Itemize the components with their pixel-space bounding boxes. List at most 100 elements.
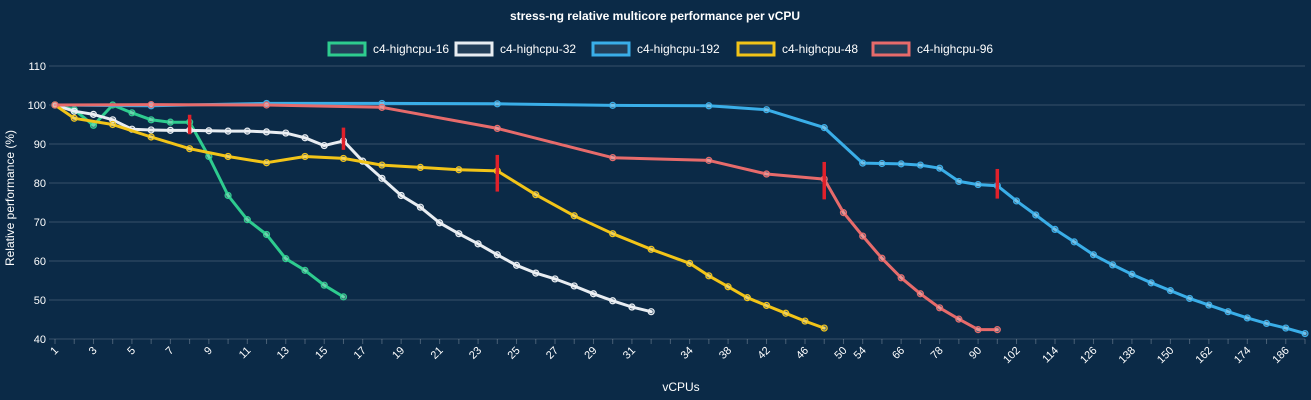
- data-point: [1224, 308, 1232, 316]
- x-tick-label: 15: [313, 345, 330, 362]
- x-tick-label: 29: [582, 345, 599, 362]
- data-point: [166, 118, 174, 126]
- data-point: [455, 166, 463, 174]
- data-point: [551, 275, 559, 283]
- legend-label: c4-highcpu-32: [500, 42, 576, 56]
- legend-swatch: [591, 41, 631, 57]
- data-point: [878, 159, 886, 168]
- data-point: [589, 290, 598, 298]
- data-point: [70, 107, 78, 115]
- legend-item: c4-highcpu-192: [591, 41, 720, 57]
- data-point: [1032, 211, 1040, 219]
- data-point: [859, 159, 867, 167]
- y-tick-label: 90: [34, 139, 46, 151]
- legend-label: c4-highcpu-192: [637, 42, 720, 56]
- y-tick-label: 110: [28, 61, 46, 73]
- data-point: [1205, 301, 1213, 309]
- x-tick-label: 162: [1194, 345, 1215, 366]
- data-point: [243, 127, 251, 135]
- data-point: [493, 251, 501, 259]
- data-point: [493, 124, 501, 132]
- x-tick-label: 126: [1078, 345, 1099, 366]
- data-point: [609, 101, 617, 109]
- x-tick-label: 50: [832, 345, 849, 362]
- x-tick-label: 19: [390, 345, 407, 362]
- x-tick-label: 3: [87, 345, 100, 358]
- data-point: [378, 161, 386, 169]
- data-point: [262, 101, 271, 109]
- x-tick-label: 21: [429, 345, 446, 362]
- x-tick-label: 138: [1117, 345, 1138, 366]
- series-line: [53, 103, 345, 299]
- data-point: [262, 159, 271, 167]
- data-point: [474, 240, 482, 248]
- data-point: [1147, 279, 1155, 287]
- x-tick-label: 9: [202, 345, 215, 358]
- y-axis-title: Relative performance (%): [3, 130, 17, 266]
- legend-label: c4-highcpu-16: [373, 42, 449, 56]
- data-point: [70, 114, 78, 122]
- series-line: [53, 103, 826, 330]
- x-tick-label: 17: [352, 345, 369, 362]
- data-point: [243, 216, 251, 224]
- data-point: [647, 308, 655, 316]
- data-point: [916, 290, 924, 298]
- data-point: [109, 120, 117, 129]
- data-point: [686, 259, 694, 267]
- x-axis-title: vCPUs: [662, 380, 699, 394]
- data-point: [416, 163, 424, 171]
- data-point: [897, 274, 905, 282]
- data-point: [282, 129, 290, 137]
- y-tick-label: 70: [34, 217, 46, 229]
- data-point: [647, 245, 655, 253]
- data-point: [570, 282, 578, 290]
- data-point: [762, 106, 771, 114]
- legend-swatch: [454, 41, 494, 57]
- data-point: [1128, 270, 1136, 278]
- data-point: [1012, 197, 1021, 205]
- data-point: [262, 128, 271, 136]
- data-point: [993, 326, 1001, 334]
- data-point: [205, 127, 213, 135]
- data-point: [89, 110, 98, 118]
- legend-item: c4-highcpu-48: [736, 41, 858, 57]
- data-point: [705, 102, 713, 110]
- data-point: [743, 294, 751, 302]
- x-tick-label: 66: [890, 345, 907, 362]
- data-point: [782, 309, 790, 317]
- x-axis-ticks: 1 3 5 7 9 11 13 15 17 19 21 23 25 27 29 31 34 38 42 46 50 54 6…: [48, 345, 1292, 366]
- data-point: [839, 209, 848, 217]
- x-tick-label: 78: [929, 345, 946, 362]
- data-point: [493, 100, 501, 108]
- data-point: [609, 297, 617, 305]
- data-point: [1186, 294, 1194, 303]
- y-tick-label: 50: [34, 295, 46, 307]
- data-point: [301, 152, 309, 161]
- data-point: [936, 304, 944, 312]
- data-point: [147, 101, 155, 109]
- data-point: [820, 124, 828, 132]
- data-point: [916, 161, 924, 169]
- data-point: [936, 164, 944, 172]
- x-tick-label: 11: [237, 345, 254, 362]
- data-point: [878, 254, 886, 262]
- data-point: [128, 109, 136, 117]
- x-tick-label: 5: [125, 345, 138, 358]
- legend-swatch: [871, 41, 911, 57]
- data-point: [147, 126, 155, 134]
- data-point: [1051, 225, 1059, 234]
- chart-title: stress-ng relative multicore performance…: [510, 9, 800, 23]
- data-point: [512, 261, 521, 269]
- y-tick-label: 60: [34, 256, 46, 268]
- legend-item: c4-highcpu-96: [871, 41, 993, 57]
- data-point: [1109, 261, 1117, 269]
- data-point: [186, 145, 194, 153]
- chart-series: [51, 99, 1309, 338]
- data-point: [455, 230, 463, 238]
- data-point: [224, 152, 232, 161]
- data-point: [609, 154, 617, 162]
- data-point: [166, 126, 174, 134]
- data-point: [1070, 238, 1078, 246]
- data-point: [378, 174, 386, 182]
